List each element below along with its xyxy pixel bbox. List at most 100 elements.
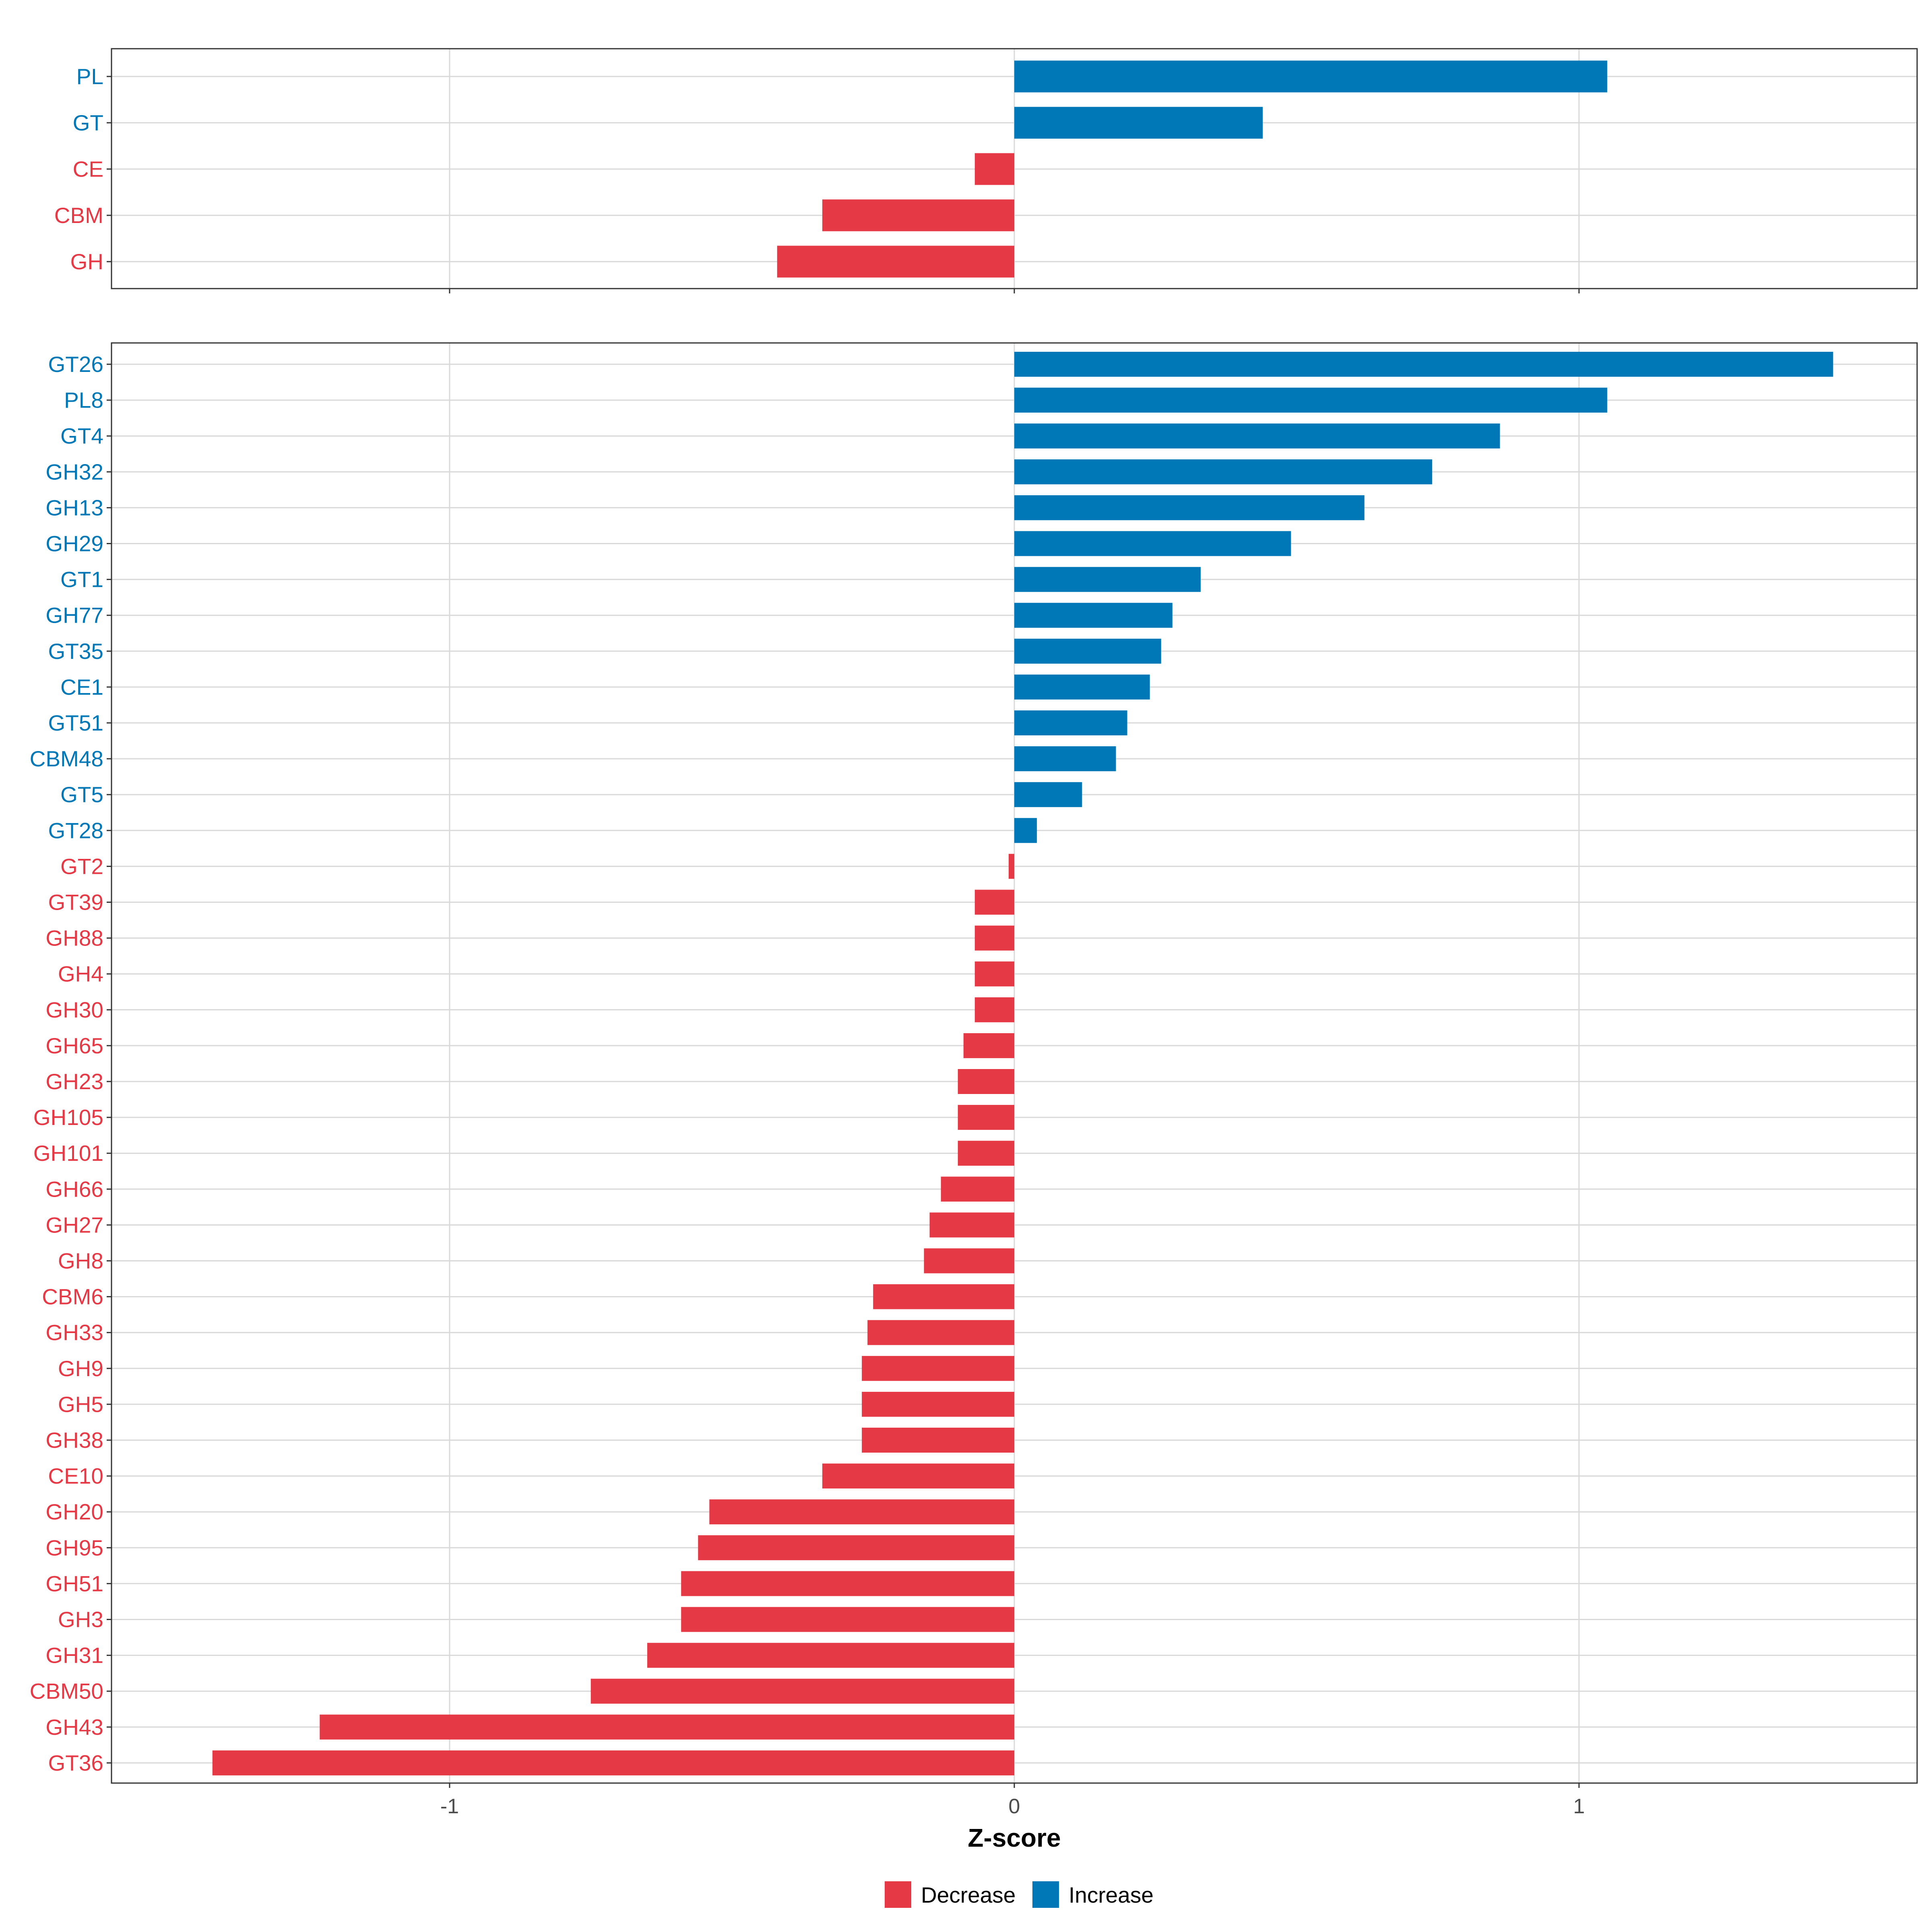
- bar-ce10: [822, 1463, 1014, 1489]
- y-tick-label: GH101: [33, 1141, 103, 1166]
- y-tick-label: GH13: [45, 495, 103, 520]
- legend-swatch-decrease: [885, 1881, 911, 1908]
- y-tick-label: CE: [73, 157, 103, 182]
- bar-cbm6: [873, 1284, 1014, 1309]
- y-tick-label: GH8: [58, 1249, 103, 1274]
- y-tick-label: CE10: [48, 1463, 103, 1488]
- bar-gh101: [958, 1141, 1014, 1166]
- y-tick-label: CBM48: [30, 746, 103, 771]
- bar-ce: [974, 153, 1014, 185]
- x-tick-label: -1: [440, 1795, 459, 1818]
- y-tick-label: GH95: [45, 1535, 103, 1560]
- bar-gt4: [1014, 423, 1500, 449]
- bar-gh31: [647, 1643, 1014, 1668]
- bar-gh8: [924, 1248, 1014, 1274]
- legend-label-decrease: Decrease: [921, 1882, 1016, 1907]
- bar-cbm50: [590, 1678, 1014, 1704]
- bar-gt39: [974, 890, 1014, 915]
- y-tick-label: GH27: [45, 1212, 103, 1237]
- y-tick-label: GT4: [60, 423, 103, 448]
- bar-cbm48: [1014, 746, 1116, 772]
- bar-gh20: [709, 1499, 1014, 1525]
- x-tick-label: 0: [1009, 1795, 1020, 1818]
- x-axis-title: Z-score: [968, 1823, 1061, 1852]
- y-tick-label: GH32: [45, 459, 103, 484]
- bar-gt36: [212, 1750, 1014, 1775]
- legend: Decrease Increase: [885, 1881, 1154, 1908]
- y-tick-label: GH9: [58, 1356, 103, 1381]
- bar-gh: [777, 246, 1014, 278]
- y-tick-label: GH77: [45, 603, 103, 628]
- legend-label-increase: Increase: [1069, 1882, 1154, 1907]
- y-tick-label: GH: [70, 249, 104, 274]
- y-tick-label: GT26: [48, 352, 103, 377]
- y-tick-label: GT36: [48, 1750, 103, 1775]
- y-tick-label: GT35: [48, 639, 103, 664]
- y-tick-label: GH4: [58, 962, 103, 987]
- bar-gt5: [1014, 782, 1082, 807]
- bar-gt: [1014, 107, 1263, 139]
- bar-cbm: [822, 199, 1014, 231]
- y-tick-label: GH66: [45, 1177, 103, 1201]
- y-tick-label: GT51: [48, 710, 103, 735]
- bar-gh33: [867, 1320, 1014, 1345]
- bar-gh38: [862, 1428, 1014, 1453]
- bar-gh51: [681, 1571, 1014, 1596]
- bar-ce1: [1014, 674, 1150, 700]
- bar-gh27: [929, 1212, 1014, 1238]
- y-tick-label: GH51: [45, 1571, 103, 1596]
- bar-gh30: [974, 997, 1014, 1022]
- y-tick-label: GH88: [45, 926, 103, 951]
- bar-pl8: [1014, 388, 1608, 413]
- y-tick-label: GH43: [45, 1715, 103, 1740]
- y-tick-label: GH20: [45, 1499, 103, 1524]
- y-tick-label: GH38: [45, 1428, 103, 1453]
- bar-gh5: [862, 1391, 1014, 1417]
- bar-gh77: [1014, 603, 1172, 628]
- y-tick-label: GT2: [60, 854, 103, 879]
- y-tick-label: GH33: [45, 1320, 103, 1345]
- bar-gh66: [941, 1177, 1014, 1202]
- y-tick-label: CBM6: [42, 1284, 103, 1309]
- bar-gh3: [681, 1607, 1014, 1632]
- y-tick-label: GH23: [45, 1069, 103, 1094]
- y-tick-label: PL8: [64, 388, 103, 413]
- y-tick-label: GT39: [48, 890, 103, 915]
- bar-gh105: [958, 1105, 1014, 1130]
- y-tick-label: GH30: [45, 997, 103, 1022]
- bar-pl: [1014, 60, 1608, 93]
- y-tick-label: CBM50: [30, 1679, 103, 1704]
- y-tick-label: GT: [73, 110, 103, 135]
- y-tick-label: GT5: [60, 782, 103, 807]
- y-tick-label: GT28: [48, 818, 103, 843]
- y-tick-label: PL: [76, 64, 103, 89]
- bar-gh13: [1014, 495, 1364, 520]
- bar-gh95: [698, 1535, 1014, 1560]
- legend-swatch-increase: [1032, 1881, 1059, 1908]
- bar-gh4: [974, 961, 1014, 987]
- bar-gh29: [1014, 531, 1291, 556]
- y-tick-label: GH5: [58, 1392, 103, 1417]
- y-tick-label: GT1: [60, 567, 103, 592]
- x-tick-label: 1: [1573, 1795, 1585, 1818]
- y-tick-label: GH105: [33, 1105, 103, 1130]
- y-tick-label: CE1: [60, 675, 103, 700]
- y-tick-label: GH3: [58, 1607, 103, 1632]
- y-tick-label: GH65: [45, 1033, 103, 1058]
- bar-gt28: [1014, 818, 1037, 843]
- bar-gt35: [1014, 638, 1161, 664]
- bar-gh65: [963, 1033, 1014, 1058]
- y-tick-label: CBM: [54, 203, 103, 228]
- bar-gt51: [1014, 710, 1127, 735]
- bar-gh9: [862, 1356, 1014, 1381]
- bar-gh43: [320, 1714, 1014, 1740]
- bar-gt26: [1014, 352, 1833, 377]
- bar-gh23: [958, 1069, 1014, 1094]
- bar-gt2: [1008, 854, 1014, 879]
- bar-gt1: [1014, 567, 1201, 592]
- bar-gh88: [974, 925, 1014, 951]
- y-tick-label: GH31: [45, 1643, 103, 1668]
- bar-gh32: [1014, 459, 1432, 485]
